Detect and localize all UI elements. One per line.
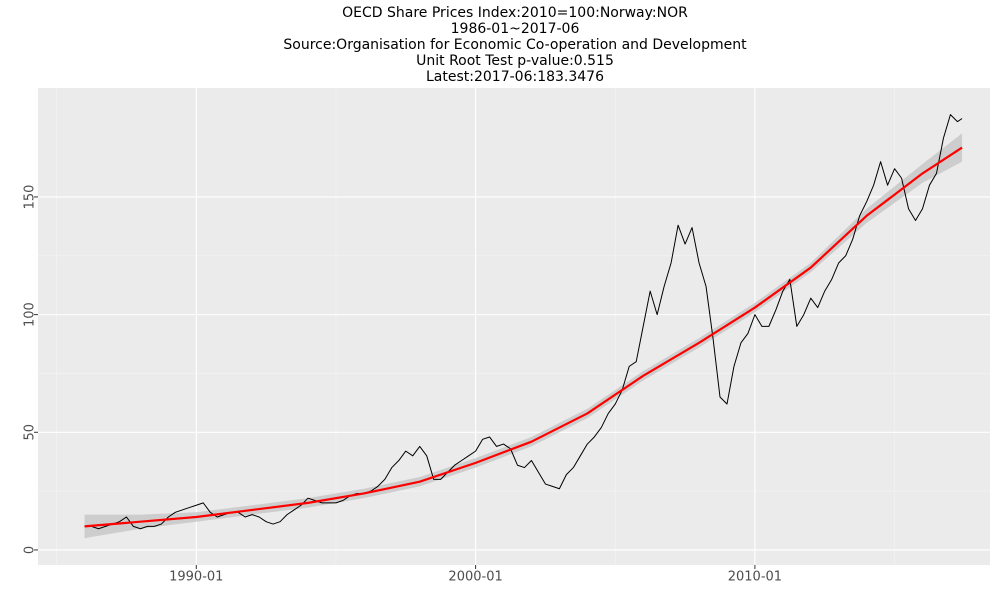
panel	[38, 88, 990, 565]
subtitle: 1986-01~2017-06	[451, 21, 580, 37]
y-tick-label: 0	[23, 546, 38, 554]
y-tick-label: 50	[23, 424, 38, 441]
line	[84, 146, 963, 528]
x-tick-label: 2010-01	[728, 570, 782, 585]
y-tick-label: 150	[23, 185, 38, 210]
subtitle: Unit Root Test p-value:0.515	[416, 53, 614, 69]
chart-title: OECD Share Prices Index:2010=100:Norway:…	[342, 5, 688, 21]
subtitle: Source:Organisation for Economic Co-oper…	[283, 37, 747, 53]
y-tick-label: 100	[23, 302, 38, 327]
x-tick-label: 1990-01	[169, 570, 223, 585]
x-tick-label: 2000-01	[448, 570, 502, 585]
subtitle: Latest:2017-06:183.3476	[426, 69, 604, 85]
